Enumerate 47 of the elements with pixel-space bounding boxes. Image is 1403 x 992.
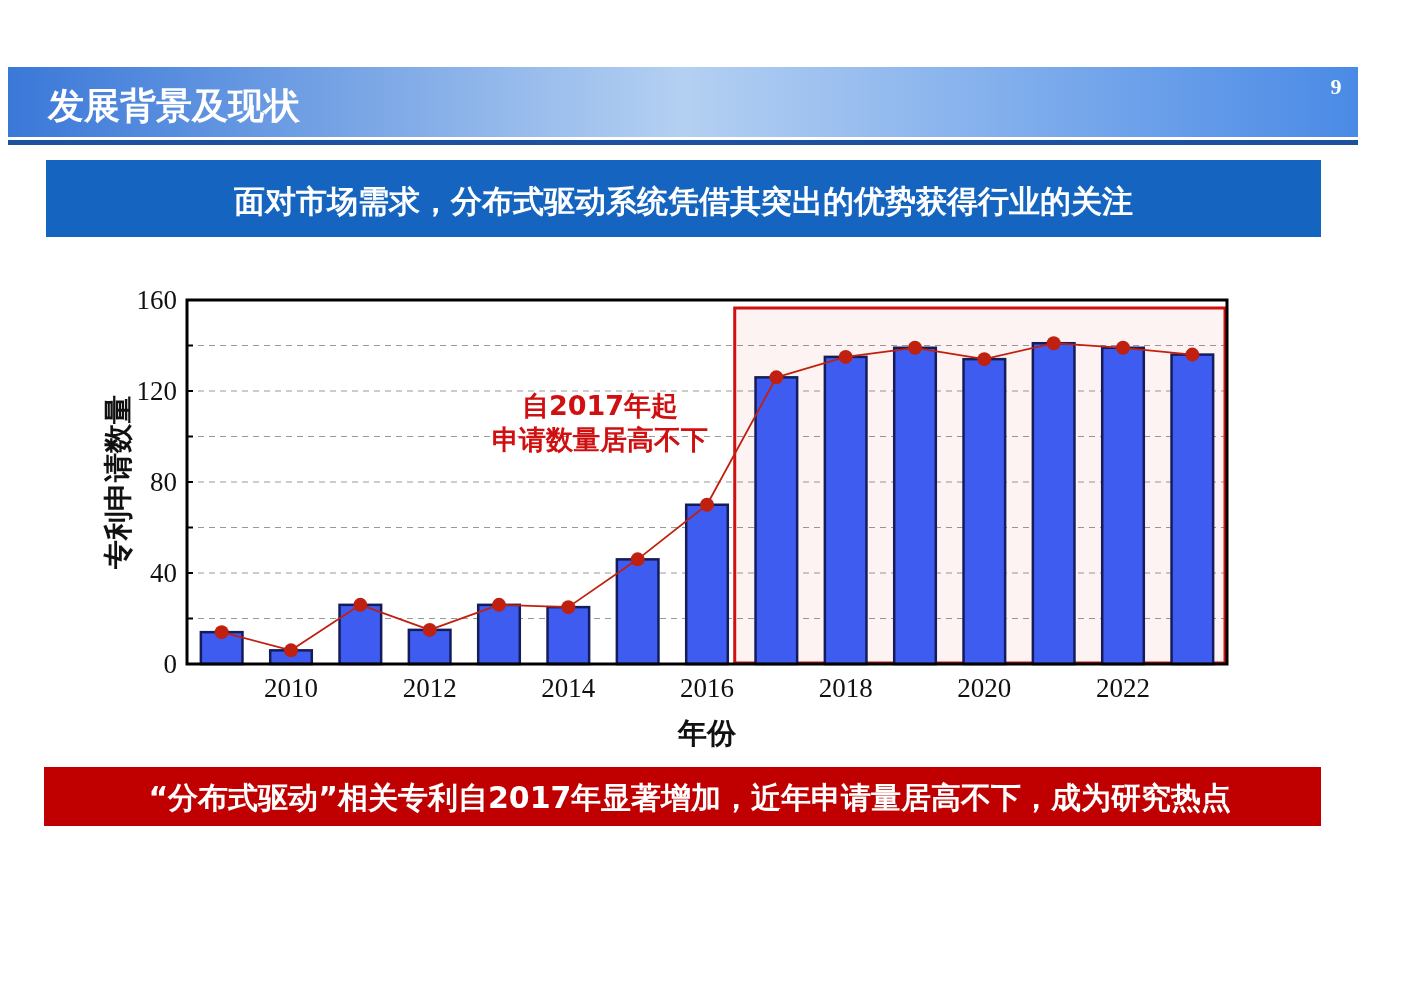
bar bbox=[823, 355, 868, 666]
annotation: 自2017年起 bbox=[521, 390, 679, 421]
annotation: 申请数量居高不下 bbox=[492, 424, 708, 455]
point bbox=[838, 349, 853, 364]
y-axis-title: 专利申请数量 bbox=[101, 395, 135, 570]
point bbox=[630, 552, 645, 567]
point bbox=[700, 497, 714, 512]
x-tick-label: 2014 bbox=[541, 673, 596, 703]
y-tick-label: 160 bbox=[136, 285, 177, 315]
x-tick-label: 2012 bbox=[402, 673, 457, 703]
bar bbox=[1100, 346, 1146, 666]
point bbox=[1116, 340, 1130, 355]
x-tick-label: 2010 bbox=[264, 673, 318, 703]
point bbox=[561, 600, 576, 615]
chart-subtitle: 面对市场需求，分布式驱动系统凭借其突出的优势获得行业的关注 bbox=[233, 183, 1133, 219]
page-number: 9 bbox=[1330, 74, 1342, 99]
bar bbox=[407, 628, 452, 666]
y-tick-label: 120 bbox=[136, 376, 177, 406]
point bbox=[353, 597, 368, 612]
bar bbox=[615, 558, 660, 666]
y-tick-label: 0 bbox=[163, 649, 177, 679]
x-tick-label: 2022 bbox=[1096, 673, 1150, 703]
x-tick-label: 2020 bbox=[957, 673, 1012, 703]
point bbox=[908, 340, 922, 355]
point bbox=[1185, 347, 1200, 362]
point bbox=[214, 625, 229, 640]
point bbox=[1046, 336, 1061, 351]
bar bbox=[684, 503, 730, 666]
y-tick-label: 80 bbox=[150, 467, 177, 497]
bar bbox=[546, 605, 591, 666]
chart-title: 发展背景及现状 bbox=[47, 85, 301, 126]
point bbox=[492, 597, 506, 612]
x-tick-label: 2016 bbox=[680, 673, 734, 703]
bar bbox=[892, 346, 938, 666]
y-tick-label: 40 bbox=[150, 558, 177, 588]
bar bbox=[1170, 353, 1215, 666]
bar bbox=[754, 376, 799, 666]
bar bbox=[1031, 341, 1076, 666]
bar bbox=[476, 603, 522, 666]
x-tick-label: 2018 bbox=[818, 673, 873, 703]
bar bbox=[962, 357, 1007, 666]
point bbox=[977, 352, 992, 367]
bar bbox=[338, 603, 383, 666]
x-axis-title: 年份 bbox=[677, 716, 737, 750]
text: “分布式驱动”相关专利自2017年显著增加，近年申请量居高不下，成为研究热点 bbox=[148, 780, 1232, 815]
point bbox=[422, 622, 437, 637]
point bbox=[769, 370, 784, 385]
